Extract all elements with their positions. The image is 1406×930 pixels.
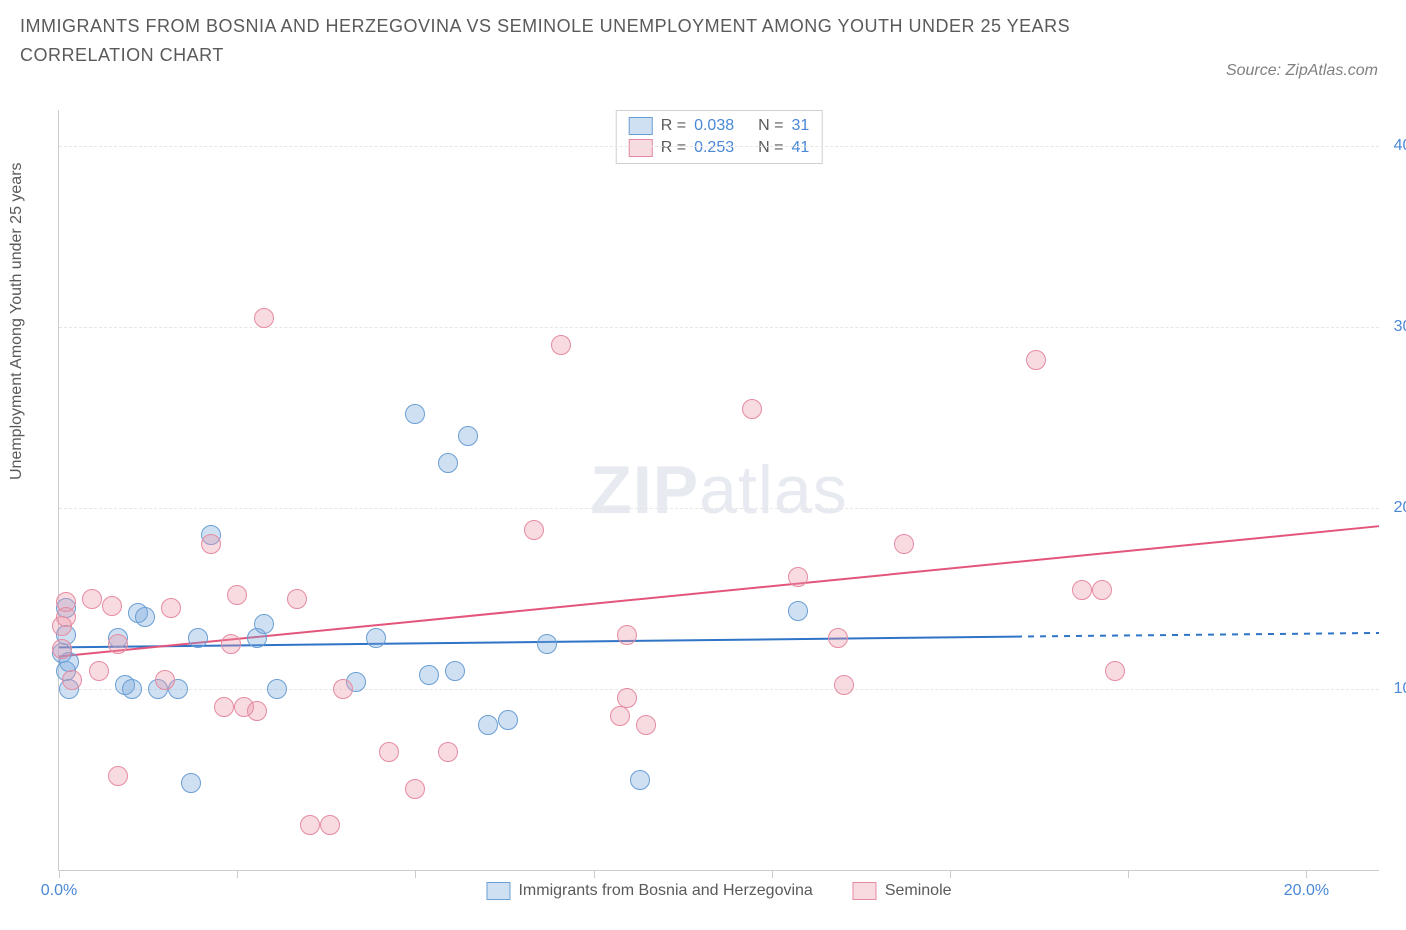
scatter-point (610, 706, 630, 726)
legend-r-value-a: 0.038 (694, 117, 734, 135)
x-tick-label: 20.0% (1284, 882, 1329, 900)
scatter-point (366, 628, 386, 648)
scatter-point (438, 453, 458, 473)
legend-r-label: R = (661, 139, 686, 157)
series-b-name: Seminole (885, 882, 952, 900)
scatter-point (102, 596, 122, 616)
x-tick (772, 870, 773, 878)
scatter-point (221, 634, 241, 654)
scatter-point (617, 625, 637, 645)
scatter-point (551, 335, 571, 355)
y-tick-label: 40.0% (1394, 137, 1406, 155)
legend-n-value-b: 41 (791, 139, 809, 157)
scatter-point (108, 766, 128, 786)
scatter-point (1026, 350, 1046, 370)
scatter-point (300, 815, 320, 835)
scatter-point (108, 634, 128, 654)
legend-r-label: R = (661, 117, 686, 135)
scatter-point (458, 426, 478, 446)
scatter-point (181, 773, 201, 793)
scatter-point (537, 634, 557, 654)
legend-swatch-b2 (853, 882, 877, 900)
grid-line (59, 508, 1379, 509)
legend-n-label: N = (758, 117, 783, 135)
series-legend: Immigrants from Bosnia and Herzegovina S… (486, 882, 951, 900)
scatter-point (617, 688, 637, 708)
scatter-point (498, 710, 518, 730)
scatter-point (52, 639, 72, 659)
scatter-point (379, 742, 399, 762)
scatter-point (1092, 580, 1112, 600)
scatter-point (636, 715, 656, 735)
scatter-point (62, 670, 82, 690)
grid-line (59, 146, 1379, 147)
scatter-point (419, 665, 439, 685)
scatter-point (161, 598, 181, 618)
x-tick (415, 870, 416, 878)
scatter-point (1105, 661, 1125, 681)
grid-line (59, 689, 1379, 690)
legend-swatch-b (629, 139, 653, 157)
scatter-point (188, 628, 208, 648)
scatter-point (333, 679, 353, 699)
x-tick (594, 870, 595, 878)
x-tick (59, 870, 60, 878)
scatter-point (828, 628, 848, 648)
legend-row-series-b: R = 0.253 N = 41 (629, 137, 810, 159)
scatter-point (89, 661, 109, 681)
scatter-point (214, 697, 234, 717)
source-attribution: Source: ZipAtlas.com (1226, 62, 1378, 80)
legend-row-series-a: R = 0.038 N = 31 (629, 115, 810, 137)
x-tick (1306, 870, 1307, 878)
y-tick-label: 10.0% (1394, 680, 1406, 698)
scatter-point (82, 589, 102, 609)
legend-n-label: N = (758, 139, 783, 157)
scatter-point (1072, 580, 1092, 600)
legend-r-value-b: 0.253 (694, 139, 734, 157)
scatter-point (254, 614, 274, 634)
scatter-point (478, 715, 498, 735)
scatter-point (320, 815, 340, 835)
scatter-point (155, 670, 175, 690)
scatter-point (227, 585, 247, 605)
series-legend-item-b: Seminole (853, 882, 952, 900)
scatter-point (405, 404, 425, 424)
y-tick-label: 30.0% (1394, 318, 1406, 336)
scatter-point (247, 701, 267, 721)
series-a-name: Immigrants from Bosnia and Herzegovina (518, 882, 812, 900)
x-tick (1128, 870, 1129, 878)
trend-line-extrapolated (1016, 633, 1379, 637)
scatter-point (834, 675, 854, 695)
x-tick-label: 0.0% (41, 882, 77, 900)
scatter-point (438, 742, 458, 762)
grid-line (59, 327, 1379, 328)
y-axis-label: Unemployment Among Youth under 25 years (8, 162, 26, 480)
scatter-point (201, 534, 221, 554)
scatter-point (788, 601, 808, 621)
trend-lines-layer (59, 110, 1379, 870)
plot-area: ZIPatlas R = 0.038 N = 31 R = 0.253 N = … (58, 110, 1379, 871)
scatter-point (405, 779, 425, 799)
scatter-point (287, 589, 307, 609)
scatter-point (630, 770, 650, 790)
scatter-point (267, 679, 287, 699)
x-tick (237, 870, 238, 878)
scatter-point (135, 607, 155, 627)
scatter-point (56, 607, 76, 627)
scatter-point (524, 520, 544, 540)
legend-n-value-a: 31 (791, 117, 809, 135)
chart-title: IMMIGRANTS FROM BOSNIA AND HERZEGOVINA V… (20, 12, 1120, 70)
legend-swatch-a2 (486, 882, 510, 900)
scatter-point (742, 399, 762, 419)
series-legend-item-a: Immigrants from Bosnia and Herzegovina (486, 882, 812, 900)
x-tick (950, 870, 951, 878)
legend-swatch-a (629, 117, 653, 135)
scatter-point (122, 679, 142, 699)
scatter-point (894, 534, 914, 554)
scatter-point (445, 661, 465, 681)
correlation-legend: R = 0.038 N = 31 R = 0.253 N = 41 (616, 110, 823, 164)
scatter-point (788, 567, 808, 587)
y-tick-label: 20.0% (1394, 499, 1406, 517)
scatter-point (254, 308, 274, 328)
